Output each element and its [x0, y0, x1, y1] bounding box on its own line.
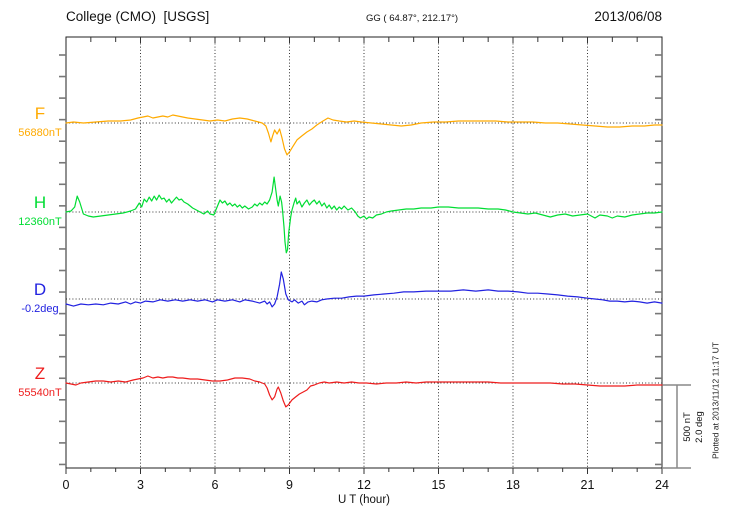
- gridlines: [66, 37, 662, 468]
- channel-baseline-value-D: -0.2deg: [21, 303, 59, 315]
- traces: [65, 114, 663, 408]
- scalebar-deg-label: 2.0 deg: [694, 411, 705, 443]
- plot-date: 2013/06/08: [594, 9, 662, 24]
- trace-Z: [65, 375, 663, 408]
- trace-H: [65, 176, 663, 254]
- trace-D: [65, 271, 663, 308]
- x-tick-label: 12: [357, 478, 371, 492]
- x-tick-label: 0: [63, 478, 70, 492]
- amplitude-scale-bar: [662, 384, 691, 469]
- channel-baseline-value-Z: 55540nT: [18, 387, 62, 399]
- x-tick-label: 24: [655, 478, 669, 492]
- channel-baseline-value-F: 56880nT: [18, 127, 62, 139]
- x-tick-label: 15: [432, 478, 446, 492]
- channel-label-F: F: [34, 104, 46, 123]
- trace-F: [65, 114, 663, 156]
- channel-baseline-value-H: 12360nT: [18, 216, 62, 228]
- x-tick-label: 6: [212, 478, 219, 492]
- channel-label-H: H: [33, 193, 47, 212]
- x-tick-labels: 0 3 6 9 12 15 18 21 24: [63, 478, 669, 492]
- x-axis-title: U T (hour): [338, 494, 390, 506]
- x-tick-label: 9: [286, 478, 293, 492]
- channel-label-Z: Z: [34, 364, 46, 383]
- x-tick-label: 3: [137, 478, 144, 492]
- channel-label-D: D: [33, 280, 47, 299]
- scalebar-nt-label: 500 nT: [682, 412, 693, 442]
- plotted-at-note: Plotted at 2013/11/12 11:17 UT: [710, 342, 721, 459]
- x-tick-label: 18: [506, 478, 520, 492]
- axis-ticks: [59, 37, 663, 474]
- geographic-coords: GG ( 64.87°, 212.17°): [366, 13, 459, 24]
- x-tick-label: 21: [581, 478, 595, 492]
- station-title: College (CMO) [USGS]: [66, 9, 210, 24]
